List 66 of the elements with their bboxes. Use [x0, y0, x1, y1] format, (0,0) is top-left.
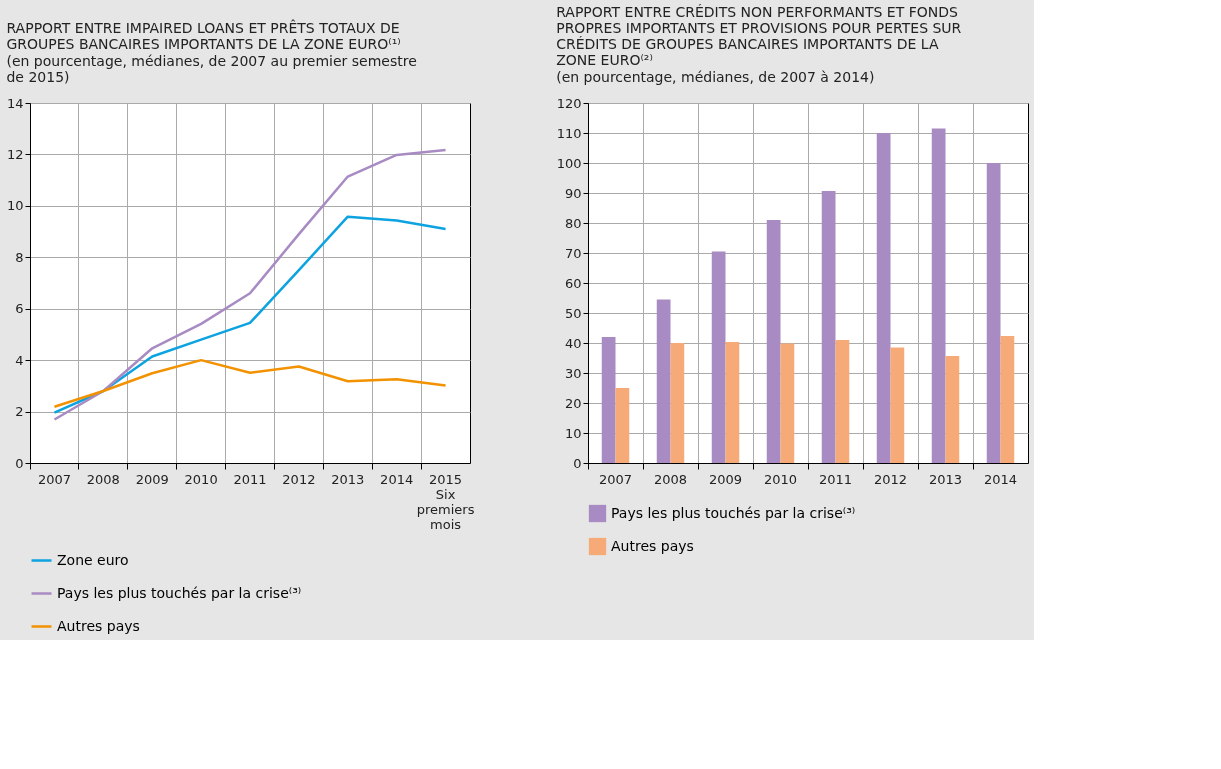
- line-series: [53, 215, 447, 414]
- y-tick-label: 10: [564, 425, 582, 441]
- y-tick-label: 50: [564, 305, 582, 321]
- y-tick-label: 14: [6, 95, 24, 111]
- chart-title: RAPPORT ENTRE CRÉDITS NON PERFORMANTS ET FONDS PROPRES IMPORTANTS ET PROVISIONS POUR PERTES SUR CRÉDITS DE GROUPES BANCAIRES IMPORTANTS DE LA ZONE EURO⁽²⁾: [556, 4, 962, 68]
- legend-label: Pays les plus touchés par la crise⁽³⁾: [611, 504, 856, 521]
- x-tick-label: 2008: [86, 471, 120, 487]
- y-tick-label: 70: [564, 245, 582, 261]
- x-tick-label: 2007: [598, 471, 633, 487]
- chart-subtitle: (en pourcentage, médianes, de 2007 au premier semestre de 2015): [6, 53, 417, 85]
- y-tick-label: 90: [564, 185, 582, 201]
- x-tick-label: 2011: [818, 471, 853, 487]
- y-tick-label: 80: [564, 215, 582, 231]
- x-tick-label: 2007: [37, 471, 71, 487]
- bar: [766, 220, 781, 463]
- x-tick-label: 2010: [184, 471, 218, 487]
- bar: [780, 343, 795, 463]
- x-tick-label: 2010: [763, 471, 798, 487]
- x-tick-label: 2011: [233, 471, 267, 487]
- y-tick-label: 120: [556, 95, 582, 111]
- x-tick-label: 2014: [983, 471, 1018, 487]
- x-tick-label: 2012: [873, 471, 908, 487]
- bar: [670, 343, 685, 463]
- x-tick-label: 2008: [653, 471, 688, 487]
- bar: [821, 190, 836, 463]
- y-tick-label: 20: [564, 395, 582, 411]
- y-tick-label: 2: [15, 404, 24, 420]
- x-tick-label: 2013: [928, 471, 963, 487]
- y-tick-label: 0: [573, 455, 582, 471]
- legend-label: Autres pays: [57, 617, 140, 634]
- legend-label: Zone euro: [57, 551, 129, 568]
- bar: [945, 355, 960, 463]
- bar: [656, 299, 671, 463]
- bar: [601, 337, 616, 463]
- line-series: [53, 358, 447, 408]
- legend-label: Pays les plus touchés par la crise⁽³⁾: [57, 584, 302, 601]
- bar: [615, 388, 630, 463]
- y-tick-label: 40: [564, 335, 582, 351]
- bar: [725, 342, 740, 463]
- legend-label: Autres pays: [611, 537, 694, 554]
- bar: [890, 347, 905, 463]
- x-tick-label: 2009: [135, 471, 169, 487]
- y-tick-label: 6: [15, 301, 24, 317]
- chart-title: RAPPORT ENTRE IMPAIRED LOANS ET PRÊTS TOTAUX DE GROUPES BANCAIRES IMPORTANTS DE LA ZONE EURO⁽¹⁾: [6, 19, 401, 52]
- x-tick-label: 2013: [331, 471, 365, 487]
- bar: [931, 128, 946, 463]
- x-tick-label: 2012: [282, 471, 316, 487]
- x-tick-label: 2009: [708, 471, 743, 487]
- y-tick-label: 12: [6, 146, 24, 162]
- y-tick-label: 30: [564, 365, 582, 381]
- y-tick-label: 100: [556, 155, 582, 171]
- bar: [876, 133, 891, 463]
- line-series: [53, 148, 447, 421]
- x-tick-label: 2015 Six premiers mois: [416, 471, 475, 532]
- bar: [711, 251, 726, 463]
- y-tick-label: 4: [15, 352, 24, 368]
- bar: [1000, 336, 1015, 463]
- y-tick-label: 8: [15, 249, 24, 265]
- y-tick-label: 10: [6, 198, 24, 214]
- bar: [835, 340, 850, 463]
- chart-subtitle: (en pourcentage, médianes, de 2007 à 2014): [556, 69, 875, 85]
- y-tick-label: 110: [556, 125, 582, 141]
- x-tick-label: 2014: [380, 471, 414, 487]
- y-tick-label: 60: [564, 275, 582, 291]
- y-tick-label: 0: [15, 455, 24, 471]
- bar: [986, 163, 1001, 463]
